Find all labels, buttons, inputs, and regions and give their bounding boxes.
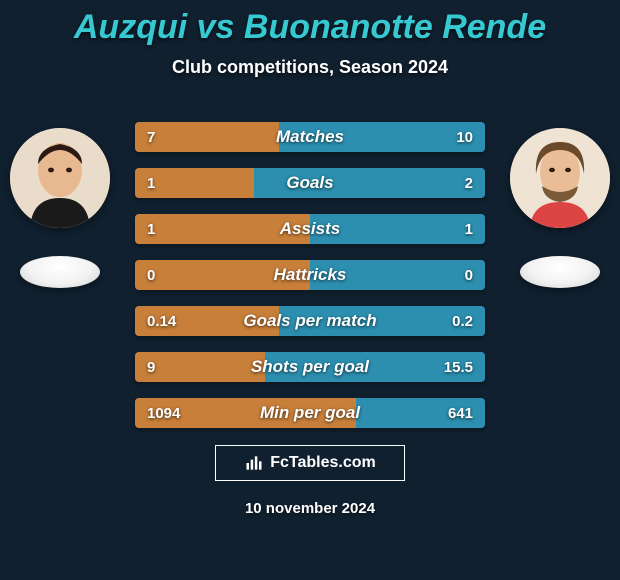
stat-label: Goals per match: [135, 306, 485, 336]
stat-label: Matches: [135, 122, 485, 152]
page-title: Auzqui vs Buonanotte Rende: [0, 0, 620, 47]
date-text: 10 november 2024: [0, 500, 620, 517]
stat-row: 915.5Shots per goal: [135, 352, 485, 382]
stat-label: Shots per goal: [135, 352, 485, 382]
brand-text: FcTables.com: [270, 454, 376, 472]
stat-label: Min per goal: [135, 398, 485, 428]
stats-bars: 710Matches 12Goals 11Assists 00Hattricks 0.1…: [135, 122, 485, 444]
comparison-card: Auzqui vs Buonanotte Rende Club competit…: [0, 0, 620, 580]
brand-badge[interactable]: FcTables.com: [215, 445, 405, 481]
stat-label: Hattricks: [135, 260, 485, 290]
stat-row: 710Matches: [135, 122, 485, 152]
stat-label: Goals: [135, 168, 485, 198]
stat-row: 12Goals: [135, 168, 485, 198]
player-left-avatar: [10, 128, 110, 228]
person-icon: [510, 128, 610, 228]
stat-row: 11Assists: [135, 214, 485, 244]
chart-icon: [244, 453, 264, 473]
club-left-logo: [20, 256, 100, 288]
stat-row: 00Hattricks: [135, 260, 485, 290]
club-right-logo: [520, 256, 600, 288]
person-icon: [10, 128, 110, 228]
subtitle: Club competitions, Season 2024: [0, 57, 620, 78]
stat-row: 0.140.2Goals per match: [135, 306, 485, 336]
stat-row: 1094641Min per goal: [135, 398, 485, 428]
stat-label: Assists: [135, 214, 485, 244]
player-right-avatar: [510, 128, 610, 228]
